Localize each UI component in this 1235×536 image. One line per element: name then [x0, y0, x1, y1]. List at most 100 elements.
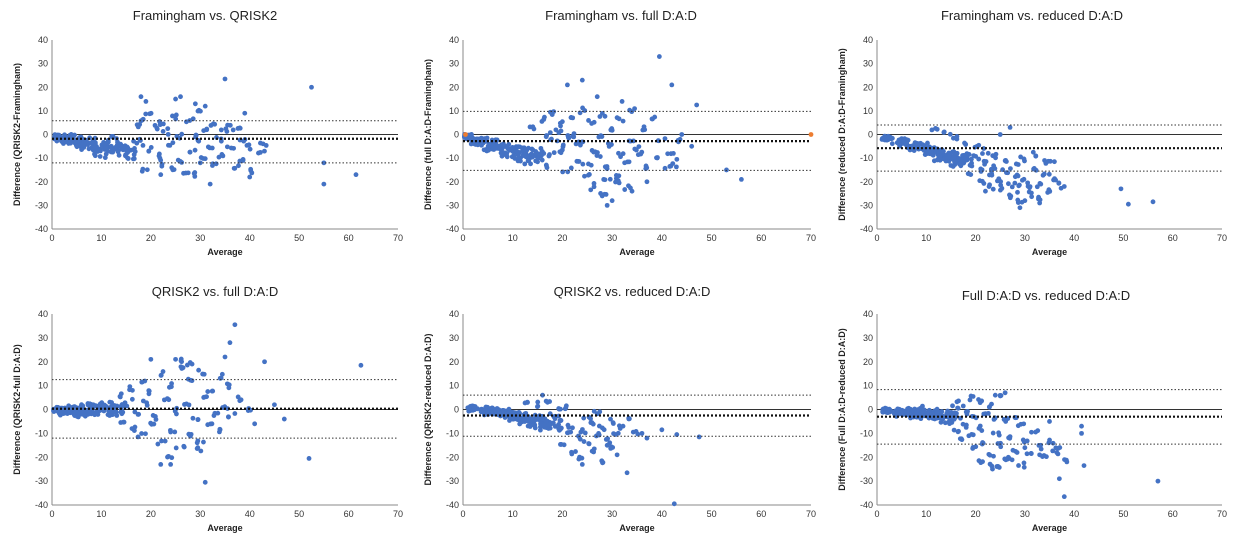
data-point — [170, 113, 175, 119]
data-point — [1029, 190, 1034, 196]
data-point — [962, 140, 967, 146]
data-point — [569, 449, 574, 455]
y-tick-label: 10 — [38, 381, 48, 391]
data-point — [218, 138, 224, 144]
data-point — [1028, 451, 1034, 456]
data-point — [953, 158, 958, 164]
data-point — [998, 187, 1003, 193]
data-point — [114, 145, 120, 151]
data-point — [187, 433, 193, 439]
data-point — [353, 172, 359, 178]
data-point — [933, 126, 938, 131]
data-point — [102, 155, 108, 161]
data-point — [950, 164, 956, 169]
data-point — [987, 461, 993, 467]
data-point — [207, 181, 213, 187]
data-point — [535, 403, 541, 409]
data-point — [619, 99, 625, 104]
data-point — [158, 462, 164, 467]
data-point — [990, 430, 996, 436]
data-point — [616, 116, 622, 122]
data-point — [103, 146, 108, 152]
data-point — [581, 415, 587, 421]
data-point — [1021, 156, 1027, 162]
data-point — [189, 361, 195, 367]
data-point — [1036, 442, 1042, 448]
data-point — [98, 402, 103, 407]
data-point — [103, 403, 109, 409]
data-point — [120, 409, 126, 415]
y-tick-label: -30 — [446, 200, 459, 210]
data-point — [891, 411, 897, 417]
data-point — [1055, 446, 1061, 451]
data-point — [205, 422, 211, 428]
data-point — [983, 188, 988, 194]
data-point — [192, 147, 198, 153]
data-point — [544, 133, 550, 138]
data-point — [1045, 158, 1051, 164]
x-tick-label: 30 — [607, 233, 617, 243]
data-point — [1037, 452, 1043, 458]
data-point — [947, 131, 953, 137]
data-point — [130, 156, 136, 162]
data-point — [543, 162, 549, 168]
chart-panel: Full D:A:D vs. reduced D:A:D -40 -30 -20 -10… — [837, 288, 1227, 533]
data-point — [499, 153, 505, 159]
data-point — [1024, 451, 1030, 457]
data-point — [600, 460, 606, 465]
data-point — [226, 414, 231, 420]
y-tick-label: -30 — [446, 476, 459, 486]
y-tick-label: 20 — [38, 82, 48, 92]
data-point — [901, 137, 907, 143]
data-point — [930, 152, 936, 158]
data-point — [980, 151, 985, 156]
data-point — [960, 403, 966, 409]
chart-panel: Framingham vs. QRISK2 -40 -30 -20 -10 0 10 20 30… — [12, 8, 403, 257]
data-point — [556, 406, 562, 412]
data-point — [1046, 440, 1052, 446]
data-point — [193, 132, 199, 138]
data-point — [1038, 181, 1044, 187]
data-point — [1042, 158, 1047, 163]
data-point — [205, 389, 211, 394]
data-point — [998, 393, 1004, 398]
data-point — [639, 430, 645, 436]
y-tick-label: -10 — [446, 153, 459, 163]
data-point — [992, 392, 998, 398]
data-point — [1063, 457, 1069, 463]
y-tick-label: -20 — [35, 177, 48, 187]
data-point — [215, 410, 221, 416]
y-tick-label: 30 — [38, 59, 48, 69]
x-axis-label: Average — [207, 247, 242, 257]
data-point — [488, 143, 493, 149]
data-point — [986, 404, 992, 410]
data-point — [546, 153, 552, 159]
data-point — [628, 138, 633, 144]
y-axis-label: Difference (QRISK2-Framingham) — [12, 63, 22, 206]
data-point — [896, 141, 902, 147]
data-point — [140, 398, 146, 404]
data-point — [563, 403, 569, 409]
data-point — [950, 403, 955, 409]
data-point — [981, 411, 987, 417]
data-point — [896, 137, 902, 143]
x-tick-label: 60 — [756, 233, 766, 243]
data-point — [626, 183, 631, 189]
data-point — [149, 421, 155, 427]
data-point — [565, 82, 570, 88]
data-point — [1006, 181, 1011, 187]
data-point — [159, 438, 164, 444]
data-point — [170, 140, 176, 146]
data-point — [62, 410, 68, 416]
y-tick-label: 0 — [43, 405, 48, 415]
data-point — [679, 132, 685, 137]
data-point — [993, 151, 999, 157]
x-tick-label: 0 — [874, 509, 879, 519]
data-point — [598, 133, 604, 139]
data-point — [358, 362, 364, 368]
data-point — [689, 143, 695, 149]
data-point — [576, 159, 582, 164]
x-tick-label: 30 — [607, 509, 617, 519]
data-point — [173, 356, 178, 362]
data-point — [143, 99, 149, 104]
